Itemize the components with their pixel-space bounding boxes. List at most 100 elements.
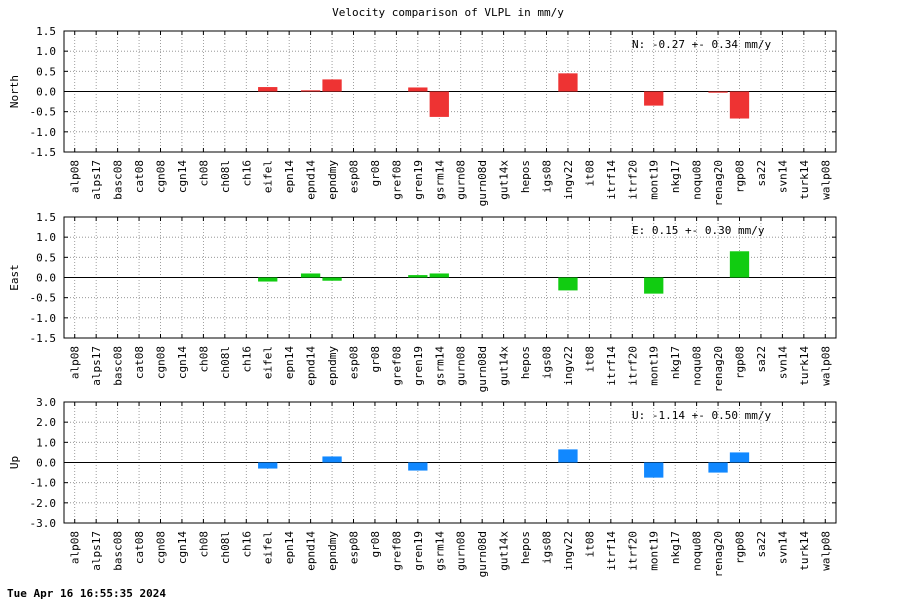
- up-category-label: alps17: [90, 531, 103, 571]
- east-panel: 1.5 1.0 0.5 0.0 -0.5 -1.0 -1.5 alp08 alps17 basc0…: [8, 211, 837, 392]
- north-category-label: cgn08: [155, 160, 168, 193]
- up-category-label: eifel: [262, 531, 275, 564]
- north-category-label: ingv22: [562, 160, 575, 200]
- up-category-label: esp08: [348, 531, 361, 564]
- north-category-label: walp08: [819, 160, 832, 200]
- north-category-label: noqu08: [691, 160, 704, 200]
- north-category-label: alps17: [90, 160, 103, 200]
- east-ytick-label: 1.0: [36, 231, 56, 244]
- east-category-label: hepos: [519, 346, 532, 379]
- up-category-label: sa22: [755, 531, 768, 558]
- up-category-label: epndmy: [326, 531, 339, 571]
- north-ytick-label: -0.5: [30, 106, 57, 119]
- north-bar-gren19: [408, 87, 428, 92]
- up-ytick-label: 2.0: [36, 416, 56, 429]
- east-category-label: eifel: [262, 346, 275, 379]
- north-category-label: gref08: [390, 160, 403, 200]
- east-category-label: gurn08d: [476, 346, 489, 392]
- up-category-label: it08: [583, 531, 596, 558]
- east-category-label: walp08: [819, 346, 832, 386]
- east-bar-gren19: [408, 275, 428, 278]
- north-category-label: gren19: [412, 160, 425, 200]
- north-category-label: igs08: [541, 160, 554, 193]
- east-category-label: epndmy: [326, 346, 339, 386]
- up-category-label: cgn08: [155, 531, 168, 564]
- east-category-label: svn14: [776, 346, 789, 379]
- east-bar-eifel: [258, 277, 278, 282]
- north-ytick-label: 1.5: [36, 25, 56, 38]
- east-category-label: sa22: [755, 346, 768, 373]
- up-category-label: cgn14: [176, 531, 189, 564]
- north-category-label: itrf14: [605, 160, 618, 200]
- east-ytick-label: 1.5: [36, 211, 56, 224]
- up-category-label: epn14: [283, 531, 296, 564]
- up-category-label: cat08: [133, 531, 146, 564]
- north-category-label: cgn14: [176, 160, 189, 193]
- up-category-label: gurn08: [455, 531, 468, 571]
- east-category-label: itrf14: [605, 346, 618, 386]
- figure-title: Velocity comparison of VLPL in mm/y: [332, 6, 564, 19]
- north-category-label: gr08: [369, 160, 382, 187]
- north-bar-gsrm14: [429, 91, 449, 117]
- east-category-label: basc08: [112, 346, 125, 386]
- north-category-label: gurn08d: [476, 160, 489, 206]
- north-bar-mont19: [644, 91, 664, 106]
- east-category-label: mont19: [648, 346, 661, 386]
- up-category-label: ch08: [197, 531, 210, 558]
- east-ytick-label: -1.0: [30, 312, 57, 325]
- north-category-label: eifel: [262, 160, 275, 193]
- up-plot-frame: [63, 401, 837, 524]
- east-annotation: E: 0.15 +- 0.30 mm/y: [632, 224, 765, 237]
- up-bar-eifel: [258, 462, 278, 469]
- north-annotation: N: -0.27 +- 0.34 mm/y: [632, 38, 771, 51]
- north-category-label: mont19: [648, 160, 661, 200]
- up-category-label: alp08: [69, 531, 82, 564]
- east-category-label: itrf20: [626, 346, 639, 386]
- east-category-label: cgn08: [155, 346, 168, 379]
- up-category-label: gref08: [390, 531, 403, 571]
- east-bar-mont19: [644, 277, 664, 294]
- east-category-label: epnd14: [305, 346, 318, 386]
- east-category-label: epn14: [283, 346, 296, 379]
- up-category-label: mont19: [648, 531, 661, 571]
- up-category-label: turk14: [798, 531, 811, 571]
- east-category-label: ingv22: [562, 346, 575, 386]
- east-category-label: gref08: [390, 346, 403, 386]
- north-category-label: alp08: [69, 160, 82, 193]
- up-category-label: gut14x: [498, 531, 511, 571]
- east-category-label: gr08: [369, 346, 382, 373]
- up-category-label: gr08: [369, 531, 382, 558]
- north-category-label: epnd14: [305, 160, 318, 200]
- north-bar-epnd14: [300, 90, 321, 92]
- up-category-label: gurn08d: [476, 531, 489, 577]
- up-y-axis-label: Up: [8, 456, 21, 469]
- east-category-label: esp08: [348, 346, 361, 379]
- up-category-label: ingv22: [562, 531, 575, 571]
- up-ytick-label: -3.0: [30, 517, 57, 530]
- east-category-label: cat08: [133, 346, 146, 379]
- north-bar-epndmy: [322, 79, 342, 92]
- east-bar-epndmy: [322, 277, 342, 281]
- east-bar-rgp08: [729, 251, 750, 278]
- north-category-label: itrf20: [626, 160, 639, 200]
- up-category-label: itrf14: [605, 531, 618, 571]
- up-category-label: walp08: [819, 531, 832, 571]
- east-ytick-label: 0.0: [36, 272, 56, 285]
- east-category-label: turk14: [798, 346, 811, 386]
- north-category-label: svn14: [776, 160, 789, 193]
- up-panel: 3.0 2.0 1.0 0.0 -1.0 -2.0 -3.0 alp08 alps17 basc0…: [8, 396, 837, 577]
- up-ytick-label: 3.0: [36, 396, 56, 409]
- east-category-label: igs08: [541, 346, 554, 379]
- east-ytick-label: -0.5: [30, 292, 57, 305]
- north-category-label: ch16: [240, 160, 253, 187]
- north-category-label: epndmy: [326, 160, 339, 200]
- north-bar-renag20: [708, 91, 728, 93]
- north-bar-rgp08: [729, 91, 750, 119]
- north-category-label: esp08: [348, 160, 361, 193]
- up-category-label: epnd14: [305, 531, 318, 571]
- up-bar-rgp08: [729, 452, 750, 463]
- east-category-label: gsrm14: [433, 346, 446, 386]
- north-category-label: epn14: [283, 160, 296, 193]
- up-category-label: noqu08: [691, 531, 704, 571]
- north-plot-frame: [63, 30, 837, 153]
